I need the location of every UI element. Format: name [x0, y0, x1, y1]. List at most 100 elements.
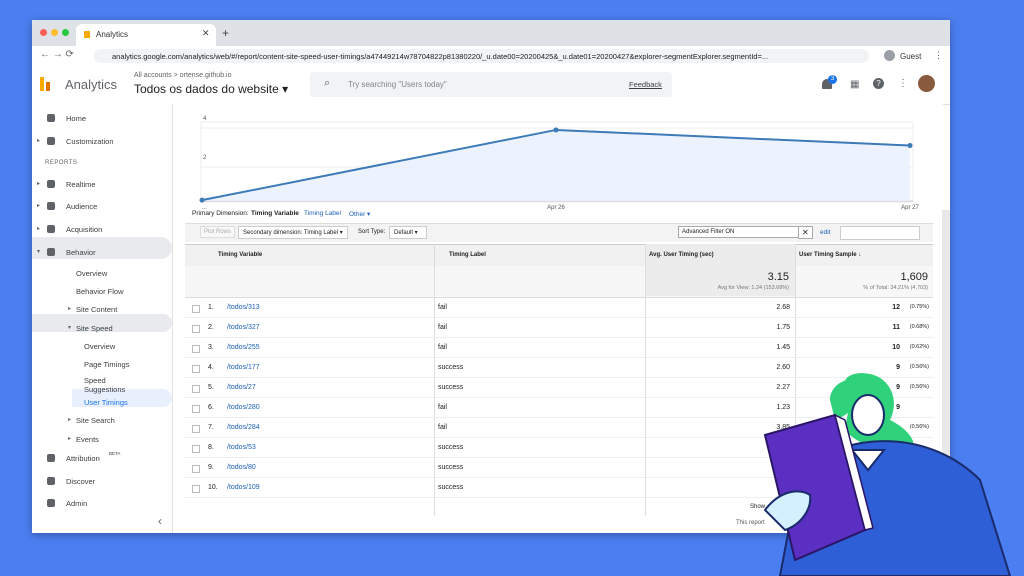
expand-arrow[interactable]: ▾ [37, 249, 41, 255]
nav-item[interactable]: Behavior [66, 248, 96, 257]
edit-filter[interactable]: edit [820, 229, 831, 236]
nav-item[interactable]: User Timings [84, 398, 128, 407]
timing-variable[interactable]: /todos/327 [227, 324, 260, 331]
expand-arrow[interactable]: ▸ [37, 203, 41, 209]
profile-icon[interactable] [884, 50, 895, 61]
nav-item[interactable]: Overview [84, 342, 116, 351]
collapse[interactable]: ‹ [158, 514, 162, 528]
avatar[interactable] [918, 75, 935, 92]
nav-item[interactable]: Site Content [76, 305, 118, 314]
sorted-column [645, 244, 795, 296]
row-checkbox[interactable] [192, 385, 200, 393]
secondary-dimension[interactable]: Secondary dimension: Timing Label ▾ [238, 226, 348, 239]
avg-timing: 3.85 [776, 424, 790, 431]
search-placeholder[interactable]: Try searching "Users today" [348, 80, 447, 89]
nav-buttons[interactable]: ← → ⟳ [40, 49, 74, 60]
timing-variable[interactable]: /todos/280 [227, 404, 260, 411]
column-header[interactable]: User Timing Sample ↓ [799, 252, 862, 258]
plot-rows[interactable]: Plot Rows [200, 226, 236, 238]
expand-arrow[interactable]: ▾ [68, 325, 72, 331]
active-tab[interactable] [76, 24, 216, 46]
row-checkbox[interactable] [192, 365, 200, 373]
profile[interactable]: Guest [900, 52, 922, 61]
nav-item[interactable]: Events [76, 435, 99, 444]
nav-item[interactable]: Home [66, 114, 87, 123]
expand-arrow[interactable]: ▸ [68, 436, 72, 442]
notifications[interactable] [822, 79, 832, 89]
close-dot[interactable] [40, 29, 47, 36]
feedback[interactable]: Feedback [629, 80, 662, 89]
primary-dimension[interactable]: Timing Label [304, 210, 341, 217]
column-header[interactable]: Timing Label [449, 252, 486, 258]
timing-variable[interactable]: /todos/177 [227, 364, 260, 371]
expand-arrow[interactable]: ▸ [37, 181, 41, 187]
row-border [185, 377, 933, 378]
timing-label: success [438, 444, 464, 451]
nav-item[interactable]: Admin [66, 499, 88, 508]
tab-title[interactable]: Analytics [96, 30, 129, 39]
col-divider [795, 244, 796, 516]
timing-variable[interactable]: /todos/284 [227, 424, 260, 431]
apps[interactable]: ▦ [850, 79, 860, 90]
row-checkbox[interactable] [192, 325, 200, 333]
advanced-filter[interactable]: Advanced Filter ON [678, 226, 804, 238]
timing-variable[interactable]: /todos/80 [227, 464, 256, 471]
timing-variable[interactable]: /todos/109 [227, 484, 260, 491]
nav-item[interactable]: Audience [66, 202, 98, 211]
nav-item[interactable]: Site Speed [76, 324, 113, 333]
column-header[interactable]: Avg. User Timing (sec) [649, 252, 714, 258]
row-checkbox[interactable] [192, 485, 200, 493]
nav-item[interactable]: Page Timings [84, 360, 130, 369]
nav-item[interactable]: Behavior Flow [76, 287, 124, 296]
timing-variable[interactable]: /todos/53 [227, 444, 256, 451]
nav-item[interactable]: Acquisition [66, 225, 103, 234]
row-border [185, 477, 933, 478]
row-checkbox[interactable] [192, 465, 200, 473]
timing-label: fail [438, 304, 447, 311]
product[interactable]: Analytics [65, 77, 118, 92]
timing-variable[interactable]: /todos/313 [227, 304, 260, 311]
nav-item[interactable]: Customization [66, 137, 114, 146]
nav-item[interactable]: Attribution [66, 454, 100, 463]
more[interactable]: ⋮ [898, 78, 908, 89]
trend-point [907, 143, 913, 149]
primary-dimension[interactable]: Timing Variable [251, 210, 299, 217]
sort-type[interactable]: Default ▾ [389, 226, 427, 239]
row-index: 7. [208, 424, 214, 431]
max-dot[interactable] [62, 29, 69, 36]
expand-arrow[interactable]: ▸ [37, 226, 41, 232]
row-checkbox[interactable] [192, 425, 200, 433]
breadcrumb[interactable]: All accounts > ortense.github.io [134, 72, 232, 79]
menu[interactable]: ⋮ [934, 50, 943, 60]
url[interactable]: analytics.google.com/analytics/web/#/rep… [112, 52, 769, 61]
sample: 12 [892, 304, 900, 311]
new-tab[interactable]: + [222, 26, 230, 40]
search-box[interactable] [310, 72, 672, 97]
address-bar[interactable] [94, 49, 869, 63]
timing-variable[interactable]: /todos/255 [227, 344, 260, 351]
row-checkbox[interactable] [192, 445, 200, 453]
min-dot[interactable] [51, 29, 58, 36]
view-switcher[interactable] [840, 226, 920, 240]
column-header[interactable]: Timing Variable [218, 252, 263, 258]
nav-item[interactable]: Overview [76, 269, 108, 278]
expand-arrow[interactable]: ▸ [68, 306, 72, 312]
clear-filter[interactable]: ✕ [798, 226, 813, 239]
nav-item[interactable]: Discover [66, 477, 96, 486]
primary-dimension-other[interactable]: Other ▾ [349, 211, 371, 218]
help[interactable]: ? [873, 78, 884, 89]
expand-arrow[interactable]: ▸ [37, 138, 41, 144]
row-checkbox[interactable] [192, 345, 200, 353]
nav-item[interactable]: Speed Suggestions [84, 376, 126, 394]
property[interactable]: Todos os dados do website ▾ [134, 82, 289, 96]
avg-timing: 1.23 [776, 404, 790, 411]
row-checkbox[interactable] [192, 405, 200, 413]
tab-close[interactable]: ✕ [202, 28, 210, 38]
logo [46, 82, 50, 91]
expand-arrow[interactable]: ▸ [68, 417, 72, 423]
timing-variable[interactable]: /todos/27 [227, 384, 256, 391]
nav-item[interactable]: Realtime [66, 180, 96, 189]
row-checkbox[interactable] [192, 305, 200, 313]
scrollbar[interactable] [942, 210, 950, 533]
nav-item[interactable]: Site Search [76, 416, 115, 425]
